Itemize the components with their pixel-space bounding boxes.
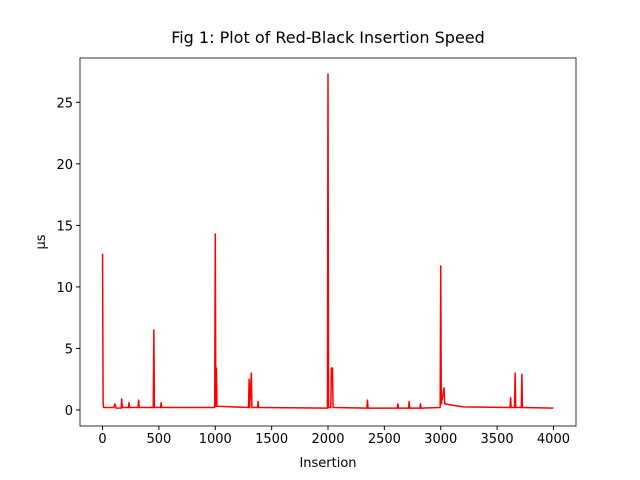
x-tick-label: 0 — [98, 432, 106, 447]
y-tick-label: 10 — [56, 281, 73, 296]
line-series — [101, 73, 554, 409]
x-tick-label: 2000 — [311, 432, 344, 447]
y-axis-label: µs — [34, 234, 49, 249]
y-tick-label: 25 — [56, 96, 73, 111]
chart-title: Fig 1: Plot of Red-Black Insertion Speed — [171, 28, 485, 47]
y-tick-label: 5 — [65, 342, 73, 357]
x-tick-label: 1000 — [199, 432, 232, 447]
x-tick-label: 1500 — [255, 432, 288, 447]
x-tick-label: 3000 — [424, 432, 457, 447]
x-axis-label: Insertion — [299, 456, 356, 471]
y-tick-label: 20 — [56, 158, 73, 173]
x-tick-label: 4000 — [537, 432, 570, 447]
x-tick-label: 3500 — [481, 432, 514, 447]
y-tick-label: 15 — [56, 219, 73, 234]
plot-frame — [79, 57, 577, 427]
y-tick-label: 0 — [65, 404, 73, 419]
x-tick-label: 500 — [146, 432, 171, 447]
x-tick-label: 2500 — [368, 432, 401, 447]
